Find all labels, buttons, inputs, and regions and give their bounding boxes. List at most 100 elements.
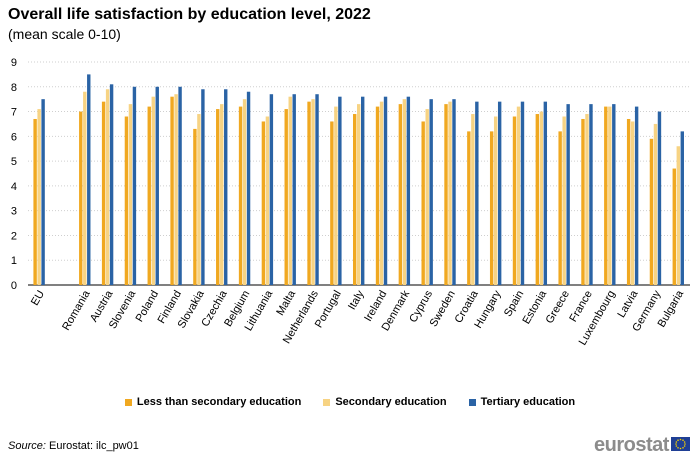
bar: [83, 91, 87, 285]
bar: [41, 99, 45, 286]
x-tick-label: Italy: [346, 288, 367, 312]
y-tick-label: 9: [11, 57, 17, 69]
legend-item-tertiary: Tertiary education: [468, 396, 576, 408]
legend-item-secondary: Secondary education: [323, 396, 447, 408]
bar: [265, 116, 270, 285]
bar: [608, 106, 612, 285]
y-tick-label: 6: [11, 131, 17, 143]
bar: [353, 114, 357, 286]
y-tick-label: 7: [11, 107, 17, 119]
bar: [475, 101, 479, 286]
source-label: Source:: [8, 440, 46, 452]
bar: [147, 106, 151, 285]
bar: [680, 131, 684, 285]
bar: [653, 123, 658, 285]
bar: [383, 96, 388, 285]
legend-label-secondary: Secondary education: [335, 396, 447, 408]
bar: [539, 111, 544, 285]
bar: [269, 94, 274, 285]
y-tick-label: 4: [11, 181, 17, 193]
bar: [246, 91, 251, 285]
source-note: Source: Eurostat: ilc_pw01: [8, 440, 139, 452]
bar: [288, 96, 292, 285]
bar: [197, 114, 201, 286]
bar: [87, 74, 91, 285]
chart-title: Overall life satisfaction by education l…: [8, 6, 371, 23]
bar: [516, 106, 521, 285]
bar: [224, 89, 228, 285]
y-tick-label: 8: [11, 82, 17, 94]
chart-legend: Less than secondary education Secondary …: [0, 396, 700, 408]
bar: [657, 111, 662, 285]
bar: [361, 96, 365, 285]
bar: [132, 86, 137, 286]
bar: [292, 94, 296, 285]
bar: [311, 99, 315, 286]
legend-label-less: Less than secondary education: [136, 396, 302, 408]
y-tick-label: 5: [11, 156, 17, 168]
bar: [535, 114, 540, 286]
bar: [315, 94, 319, 285]
bar: [402, 99, 407, 286]
bar: [421, 121, 425, 285]
bar: [612, 104, 616, 285]
bar: [101, 101, 106, 286]
bar: [174, 94, 178, 285]
bar: [201, 89, 205, 285]
legend-item-less: Less than secondary education: [124, 396, 302, 408]
bar: [489, 131, 494, 285]
bar: [406, 96, 411, 285]
bar: [672, 168, 676, 285]
x-tick-label: Malta: [274, 288, 298, 318]
bar: [261, 121, 266, 285]
bar: [444, 104, 448, 285]
eurostat-logo: eurostat: [594, 434, 669, 456]
bar: [338, 96, 342, 285]
bar: [467, 131, 471, 285]
bar: [626, 118, 631, 285]
bar: [471, 114, 475, 286]
bar: [178, 86, 182, 286]
legend-swatch-tertiary: [468, 398, 476, 406]
source-text: Eurostat: ilc_pw01: [48, 440, 139, 452]
bar: [151, 96, 155, 285]
bar: [155, 86, 159, 286]
bar: [375, 106, 380, 285]
bar: [634, 106, 639, 285]
bar: [604, 106, 608, 285]
x-tick-label: Spain: [502, 289, 526, 319]
bar: [512, 116, 517, 285]
legend-swatch-less: [124, 398, 132, 406]
bar: [452, 99, 456, 286]
bar: [589, 104, 593, 285]
bar: [543, 101, 548, 286]
bar: [128, 104, 133, 285]
bar: [497, 101, 502, 286]
bar: [630, 121, 635, 285]
bar: [109, 84, 114, 285]
bar: [33, 118, 37, 285]
bar: [193, 128, 197, 285]
bar: [307, 101, 311, 286]
bar: [562, 116, 566, 285]
bar: [238, 106, 243, 285]
bar: [429, 99, 433, 286]
eu-flag-icon: [671, 437, 690, 451]
bar: [425, 109, 429, 285]
legend-label-tertiary: Tertiary education: [480, 396, 576, 408]
x-tick-label: EU: [29, 288, 47, 307]
bar: [398, 104, 403, 285]
bar: [170, 96, 174, 285]
y-tick-label: 0: [11, 280, 17, 292]
bar: [585, 114, 589, 286]
bar: [558, 131, 562, 285]
bar: [448, 101, 452, 286]
bar: [284, 109, 288, 285]
bar: [330, 121, 334, 285]
bar: [649, 138, 654, 285]
x-tick-label: Romania: [60, 288, 93, 333]
bar: [493, 116, 498, 285]
y-tick-label: 3: [11, 206, 17, 218]
bar: [105, 89, 110, 285]
